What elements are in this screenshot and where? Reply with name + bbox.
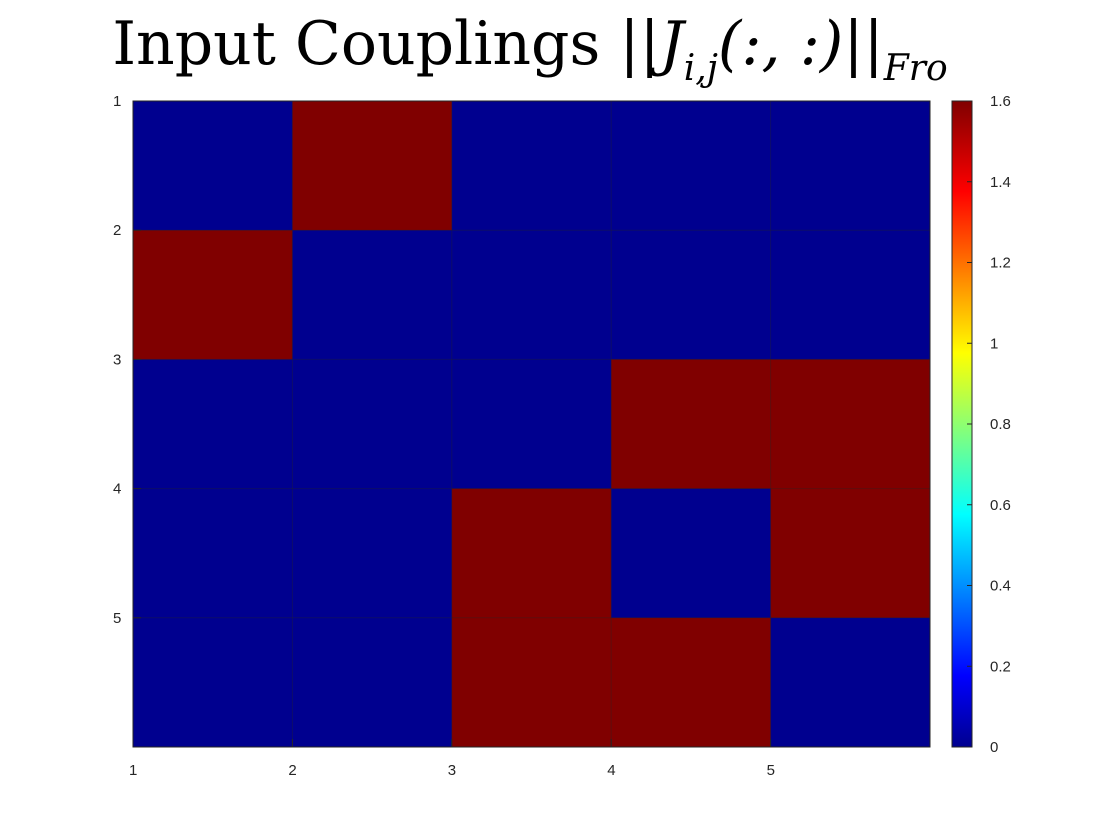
y-tick-label-4: 4 [113,481,121,498]
x-tick-label-5: 5 [767,762,775,779]
heatmap-cell-r1-c3 [451,101,612,231]
heatmap-cell-r1-c5 [770,101,931,231]
heatmap-cell-r5-c2 [292,617,453,748]
heatmap-cell-r1-c4 [611,101,772,231]
chart-title: Input Couplings ||Ji,j(:, :)||Fro [0,4,1060,93]
heatmap-cell-r2-c4 [611,230,772,360]
heatmap-cell-r4-c4 [611,488,772,619]
title-math: ||Ji,j(:, :)||Fro [619,9,947,89]
title-text: Input Couplings [112,9,620,79]
heatmap-cell-r1-c1 [133,101,293,231]
title-norm-subscript: Fro [883,48,948,89]
y-tick-label-5: 5 [113,610,121,627]
heatmap-cell-r3-c5 [770,359,931,490]
heatmap-cells [133,101,931,748]
heatmap-cell-r4-c1 [133,488,293,619]
heatmap-cell-r3-c2 [292,359,453,490]
colorbar-tick-label-0.6: 0.6 [990,497,1011,514]
colorbar-tick-label-1.6: 1.6 [990,93,1011,110]
colorbar-ticks: 0 0.2 0.4 0.6 0.8 1 1.2 1.4 1.6 [967,93,1011,756]
heatmap-cell-r5-c3 [451,617,612,748]
plot-border [132,100,931,748]
heatmap-cell-r2-c3 [451,230,612,360]
heatmap-cell-r5-c4 [611,617,772,748]
heatmap-cell-r4-c2 [292,488,453,619]
y-tick-label-1: 1 [113,93,121,110]
y-axis-ticks: 1 2 3 4 5 [113,93,141,627]
heatmap-cell-r4-c3 [451,488,612,619]
heatmap-grid [132,100,931,748]
colorbar-tick-label-0.4: 0.4 [990,578,1011,595]
heatmap-cell-r4-c5 [770,488,931,619]
x-tick-label-2: 2 [288,762,296,779]
y-tick-label-3: 3 [113,351,121,368]
x-tick-label-4: 4 [607,762,615,779]
heatmap-cell-r2-c2 [292,230,453,360]
heatmap-cell-r5-c5 [770,617,931,748]
heatmap-cell-r3-c3 [451,359,612,490]
x-tick-label-1: 1 [129,762,137,779]
heatmap-cell-r1-c2 [292,101,453,231]
y-tick-label-2: 2 [113,222,121,239]
title-math-args: (:, :)|| [717,9,884,79]
heatmap-cell-r5-c1 [133,617,293,748]
heatmap-cell-r2-c5 [770,230,931,360]
title-math-subscript: i,j [683,48,718,89]
colorbar-tick-label-1.2: 1.2 [990,255,1011,272]
x-axis-ticks: 1 2 3 4 5 [129,739,775,779]
colorbar-tick-label-0: 0 [990,739,998,756]
heatmap-cell-r3-c4 [611,359,772,490]
colorbar-tick-label-1.4: 1.4 [990,174,1011,191]
x-tick-label-3: 3 [448,762,456,779]
colorbar-tick-label-0.8: 0.8 [990,416,1011,433]
heatmap-cell-r3-c1 [133,359,293,490]
heatmap-cell-r2-c1 [133,230,293,360]
colorbar-tick-label-0.2: 0.2 [990,658,1011,675]
colorbar-tick-label-1: 1 [990,335,998,352]
title-math-main: ||J [619,9,684,79]
